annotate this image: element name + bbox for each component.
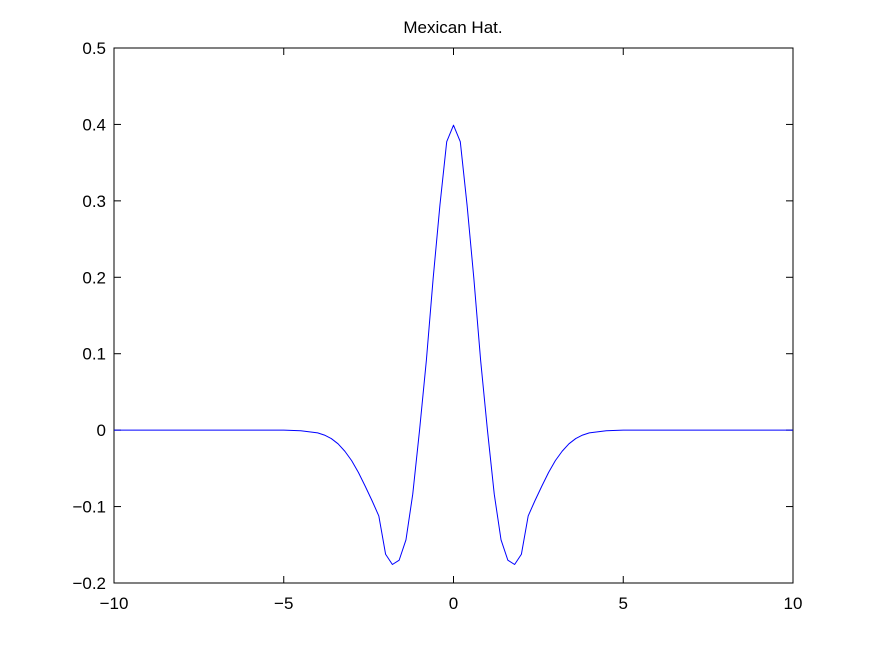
series-layer: [114, 124, 793, 565]
y-tick-label: −0.2: [72, 574, 106, 593]
axis-tick-labels: −10 −5 0 5 10 −0.2 −0.1 0 0.1 0.2 0.3 0.4 0.5: [72, 39, 802, 613]
plot-area: [113, 47, 794, 584]
y-tick-label: 0.4: [82, 115, 106, 134]
y-tick-label: 0.2: [82, 268, 106, 287]
axis-ticks: [113, 47, 794, 584]
y-tick-label: −0.1: [72, 498, 106, 517]
y-tick-label: 0: [97, 421, 106, 440]
y-tick-label: 0.5: [82, 39, 106, 58]
x-tick-label: −10: [100, 594, 129, 613]
y-tick-label: 0.1: [82, 345, 106, 364]
series-line: [114, 124, 793, 565]
chart-title: Mexican Hat.: [403, 18, 502, 37]
x-tick-label: 0: [449, 594, 458, 613]
y-tick-label: 0.3: [82, 192, 106, 211]
x-tick-label: 5: [619, 594, 628, 613]
x-tick-label: −5: [274, 594, 293, 613]
x-tick-label: 10: [784, 594, 803, 613]
